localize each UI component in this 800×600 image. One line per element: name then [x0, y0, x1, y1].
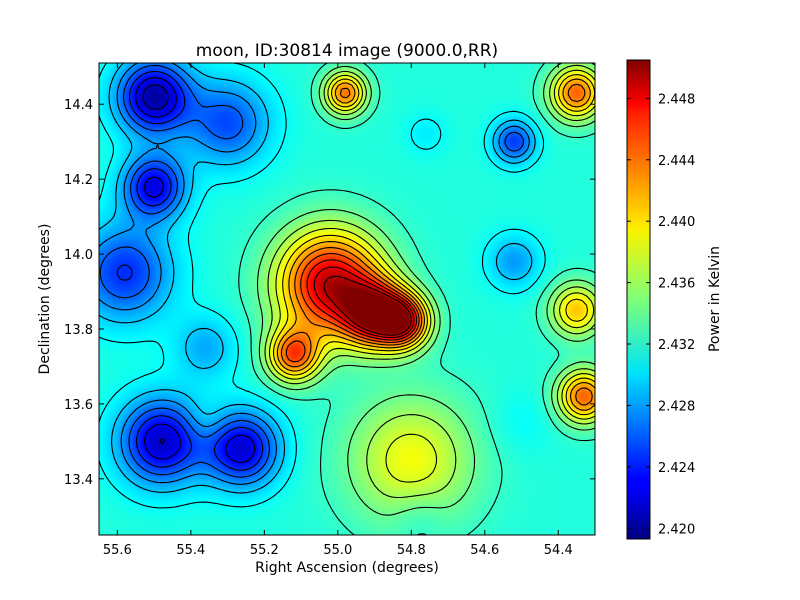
y-axis-ticks: 13.4 13.6 13.8 14.0 14.2 14.4	[64, 98, 595, 488]
contour-level	[135, 77, 256, 463]
contour-lines	[99, 63, 595, 535]
contour-level	[116, 70, 264, 471]
colorbar-tick-label: 2.432	[658, 338, 695, 353]
y-axis-label: Declination (degrees)	[37, 224, 53, 375]
colorbar: 2.420 2.424 2.428 2.432 2.436 2.440 2.444 2.448…	[626, 59, 723, 540]
x-tick-label: 55.0	[323, 543, 352, 558]
contour-level	[264, 64, 595, 499]
x-axis-ticks: 55.6 55.4 55.2 55.0 54.8 54.6 54.4	[103, 63, 573, 558]
y-tick-label: 14.0	[64, 248, 93, 263]
colorbar-tick-label: 2.440	[658, 215, 695, 230]
contour-level	[238, 63, 595, 535]
x-tick-label: 55.6	[103, 543, 132, 558]
contour-level	[99, 63, 530, 485]
contour-level	[99, 63, 546, 509]
x-tick-label: 54.4	[544, 543, 573, 558]
colorbar-label: Power in Kelvin	[707, 246, 723, 352]
contour-level	[285, 253, 420, 363]
colorbar-tick-label: 2.424	[658, 461, 695, 476]
x-tick-label: 55.4	[176, 543, 205, 558]
colorbar-tick-label: 2.428	[658, 399, 695, 414]
y-tick-label: 14.2	[64, 173, 93, 188]
colorbar-tick-label: 2.436	[658, 277, 695, 292]
contour-level	[99, 64, 524, 478]
x-tick-label: 54.6	[470, 543, 499, 558]
contour-level	[306, 259, 418, 341]
contour-level	[323, 275, 412, 336]
y-tick-label: 13.6	[64, 398, 93, 413]
colorbar-ticks: 2.420 2.424 2.428 2.432 2.436 2.440 2.444 2.448	[627, 92, 695, 537]
x-axis-label: Right Ascension (degrees)	[255, 560, 439, 576]
colorbar-tick-label: 2.444	[658, 154, 695, 169]
chart-title: moon, ID:30814 image (9000.0,RR)	[196, 41, 498, 61]
contour-level	[272, 74, 595, 416]
contour-level	[99, 63, 536, 494]
colorbar-gradient	[626, 59, 651, 540]
x-tick-label: 55.2	[250, 543, 279, 558]
y-tick-label: 14.4	[64, 98, 93, 113]
contour-level	[142, 84, 169, 445]
colorbar-tick-label: 2.448	[658, 92, 695, 107]
x-tick-label: 54.8	[397, 543, 426, 558]
plot-frame	[98, 62, 596, 536]
y-tick-label: 13.4	[64, 473, 93, 488]
y-tick-label: 13.8	[64, 323, 93, 338]
contour-level	[268, 69, 595, 483]
heatmap-image	[99, 63, 595, 535]
contour-level	[313, 266, 415, 339]
contour-level	[276, 78, 595, 411]
colorbar-tick-label: 2.420	[658, 522, 695, 537]
heatmap-plot-area	[99, 63, 595, 535]
contour-level	[280, 83, 593, 406]
